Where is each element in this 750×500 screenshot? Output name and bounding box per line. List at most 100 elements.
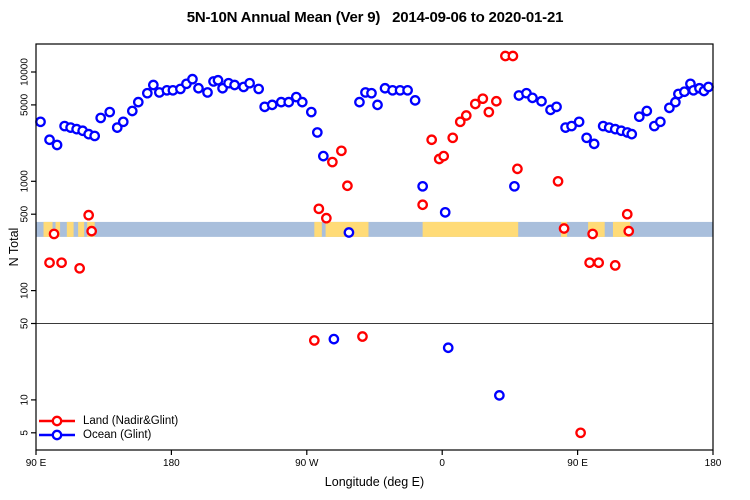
point-ocean <box>104 106 116 118</box>
point-land <box>483 106 495 118</box>
point-land <box>336 145 347 157</box>
point-land <box>552 175 564 187</box>
point-ocean <box>147 79 159 91</box>
point-land <box>417 199 428 211</box>
point-ocean <box>89 130 101 142</box>
y-tick-label: 100 <box>20 282 31 299</box>
point-land <box>512 163 523 175</box>
point-land <box>342 180 353 192</box>
legend-label-ocean: Ocean (Glint) <box>83 429 152 441</box>
point-land <box>48 228 60 240</box>
point-ocean <box>117 116 129 128</box>
x-tick-label: 90 W <box>295 458 319 469</box>
point-ocean <box>253 83 265 95</box>
point-land <box>74 262 85 274</box>
point-ocean <box>633 111 645 123</box>
point-ocean <box>229 79 240 91</box>
point-ocean <box>305 106 317 118</box>
point-land <box>491 95 502 107</box>
legend-marker-ocean-icon <box>39 429 75 441</box>
point-ocean <box>354 96 365 108</box>
point-ocean <box>372 99 383 111</box>
map-band-land-segment <box>78 221 85 237</box>
point-ocean <box>703 81 714 93</box>
point-land <box>477 93 489 105</box>
plot-border <box>35 43 714 451</box>
y-tick-label: 5 <box>20 430 31 436</box>
point-ocean <box>266 99 278 111</box>
point-land <box>454 116 466 128</box>
y-tick-label: 10 <box>20 394 31 406</box>
point-ocean <box>95 112 107 124</box>
point-land <box>83 209 95 221</box>
x-axis-label: Longitude (deg E) <box>324 475 425 489</box>
map-band-land-segment <box>66 221 74 237</box>
point-ocean <box>442 342 454 354</box>
point-ocean <box>527 92 538 104</box>
point-ocean <box>126 105 138 117</box>
point-land <box>321 212 332 224</box>
point-land <box>575 427 586 439</box>
point-ocean <box>439 206 451 218</box>
x-tick-label: 90 E <box>567 458 588 469</box>
point-ocean <box>581 132 592 144</box>
point-ocean <box>212 74 224 86</box>
point-ocean <box>588 138 600 150</box>
legend-marker-land-icon <box>39 415 75 427</box>
point-land <box>56 257 67 269</box>
point-land <box>584 257 595 269</box>
point-land <box>426 134 438 146</box>
point-ocean <box>132 96 144 108</box>
point-ocean <box>551 101 562 113</box>
point-ocean <box>244 77 255 89</box>
point-ocean <box>509 180 520 192</box>
point-land <box>44 257 55 269</box>
legend-item-land: Land (Nadir&Glint) <box>38 414 178 428</box>
point-ocean <box>494 390 505 401</box>
point-ocean <box>536 95 547 107</box>
map-band-land-segment <box>422 221 519 237</box>
legend-label-land: Land (Nadir&Glint) <box>83 415 179 427</box>
point-land <box>609 260 621 271</box>
x-tick-label: 90 E <box>26 458 47 469</box>
point-ocean <box>679 86 690 98</box>
point-land <box>327 156 338 168</box>
y-tick-label: 10000 <box>20 58 31 86</box>
chart-title: 5N-10N Annual Mean (Ver 9) 2014-09-06 to… <box>186 9 564 26</box>
y-axis-label: N Total <box>7 227 21 267</box>
point-ocean <box>409 95 421 106</box>
point-land <box>623 225 635 237</box>
point-ocean <box>51 139 63 151</box>
point-ocean <box>283 96 295 108</box>
point-ocean <box>641 105 653 117</box>
point-land <box>460 110 472 121</box>
y-tick-label: 500 <box>20 205 31 222</box>
point-land <box>558 223 570 234</box>
point-land <box>469 98 481 110</box>
y-tick-label: 50 <box>20 318 31 330</box>
map-band-ocean <box>36 221 713 237</box>
point-ocean <box>328 333 340 345</box>
point-ocean <box>311 127 323 138</box>
point-ocean <box>417 180 428 192</box>
point-land <box>447 132 459 144</box>
x-tick-label: 0 <box>439 458 445 469</box>
x-tick-label: 180 <box>705 458 722 469</box>
point-land <box>587 228 598 240</box>
point-ocean <box>187 73 198 85</box>
point-ocean <box>566 120 577 132</box>
point-ocean <box>35 116 46 128</box>
point-land <box>86 225 98 237</box>
y-tick-label: 1000 <box>20 170 31 193</box>
point-land <box>593 257 605 269</box>
point-ocean <box>343 227 355 238</box>
point-ocean <box>193 82 204 94</box>
point-ocean <box>402 84 413 96</box>
point-ocean <box>366 87 377 99</box>
point-ocean <box>317 150 329 162</box>
point-land <box>621 208 633 220</box>
map-band-land-segment <box>314 221 322 237</box>
point-land <box>438 150 450 162</box>
